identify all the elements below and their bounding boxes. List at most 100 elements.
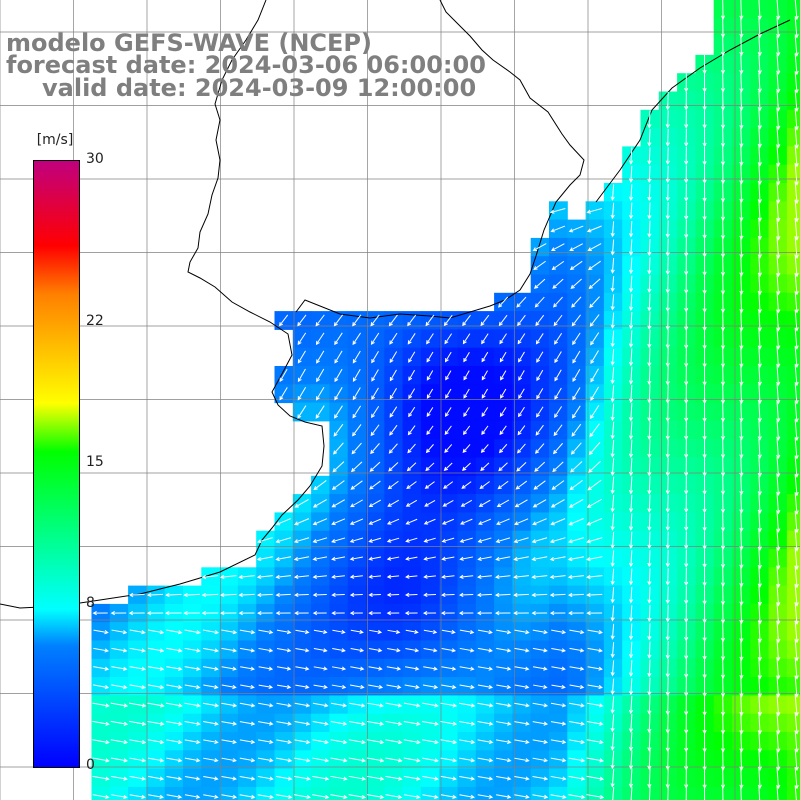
wind-arrow: [424, 537, 436, 542]
wind-arrow-head: [297, 377, 302, 383]
wind-arrow: [442, 575, 455, 578]
wind-arrow: [776, 511, 779, 532]
wind-arrow: [586, 739, 603, 744]
wind-arrow-head: [488, 794, 494, 799]
wind-arrow-head: [757, 454, 762, 459]
wind-arrow: [550, 775, 566, 780]
wind-arrow: [630, 330, 633, 347]
wind-arrow-head: [684, 124, 689, 129]
wind-arrow: [518, 406, 525, 417]
wind-arrow: [550, 593, 566, 596]
wind-arrow-head: [349, 610, 355, 616]
wind-arrow: [495, 757, 511, 762]
wind-arrow: [776, 675, 779, 697]
wind-arrow-head: [105, 794, 110, 800]
wind-arrow: [611, 494, 615, 512]
wind-arrow-head: [647, 307, 652, 312]
wind-arrow: [332, 556, 346, 560]
wind-arrow: [425, 462, 435, 471]
wind-arrow-head: [256, 592, 262, 598]
wind-arrow-head: [396, 648, 401, 653]
wind-arrow: [667, 311, 669, 330]
wind-arrow: [740, 402, 742, 422]
wind-arrow-head: [352, 377, 357, 382]
wind-arrow: [630, 421, 633, 439]
wind-arrow: [630, 312, 633, 329]
wind-arrow-head: [324, 703, 329, 708]
wind-arrow-head: [232, 630, 238, 635]
wind-arrow: [794, 217, 798, 240]
wind-arrow: [776, 126, 779, 148]
wind-arrow: [330, 702, 347, 707]
wind-arrow-head: [141, 703, 147, 708]
wind-arrow-head: [160, 703, 165, 708]
wind-arrow-head: [665, 654, 670, 660]
wind-arrow: [794, 236, 798, 259]
wind-arrow: [166, 794, 182, 798]
wind-arrow-head: [480, 466, 485, 472]
wind-arrow: [630, 660, 633, 676]
wind-arrow-head: [250, 630, 256, 635]
wind-arrow: [495, 721, 511, 725]
wind-arrow-head: [459, 592, 464, 598]
wind-arrow-head: [312, 592, 318, 598]
wind-arrow: [184, 702, 200, 707]
wind-arrow-head: [495, 539, 501, 544]
wind-arrow-head: [377, 629, 383, 634]
wind-arrow-head: [497, 485, 502, 490]
wind-arrow: [111, 794, 127, 798]
wind-arrow: [611, 768, 615, 787]
wind-arrow: [458, 702, 475, 707]
wind-arrow-head: [543, 666, 548, 671]
wind-arrow-head: [220, 610, 225, 616]
wind-arrow-head: [794, 381, 799, 387]
wind-arrow-head: [351, 450, 356, 455]
wind-cell: [475, 786, 495, 800]
wind-cell: [786, 658, 800, 678]
wind-arrow-head: [580, 703, 585, 708]
wind-arrow: [221, 647, 237, 652]
wind-arrow-head: [562, 776, 567, 781]
wind-arrow-head: [312, 539, 317, 544]
wind-arrow: [611, 568, 615, 585]
wind-arrow: [776, 35, 779, 56]
wind-arrow: [536, 388, 544, 399]
wind-arrow-head: [426, 358, 431, 363]
wind-arrow-head: [739, 198, 744, 204]
wind-arrow-head: [434, 703, 439, 708]
wind-arrow-head: [628, 306, 634, 311]
wind-arrow-head: [397, 794, 403, 800]
wind-arrow-head: [423, 520, 429, 525]
wind-arrow-head: [387, 485, 393, 490]
wind-arrow: [477, 629, 492, 634]
wind-arrow: [166, 629, 182, 634]
wind-arrow: [500, 388, 507, 399]
wind-arrow-head: [757, 472, 762, 478]
wind-arrow: [776, 199, 779, 222]
wind-arrow-head: [293, 574, 299, 579]
wind-arrow-head: [513, 574, 518, 580]
wind-arrow: [422, 757, 438, 762]
wind-arrow: [294, 721, 310, 725]
wind-arrow-head: [628, 635, 634, 641]
wind-arrow: [776, 730, 779, 752]
wind-arrow: [514, 794, 529, 798]
wind-arrow: [794, 510, 798, 533]
wind-arrow-head: [463, 412, 468, 417]
wind-arrow: [776, 163, 779, 185]
wind-arrow-head: [647, 747, 652, 752]
wind-arrow: [389, 424, 398, 436]
wind-arrow: [776, 236, 779, 258]
wind-arrow-head: [665, 381, 670, 386]
wind-arrow-head: [386, 556, 392, 561]
wind-arrow: [587, 684, 602, 689]
wind-arrow: [110, 757, 128, 762]
wind-arrow: [758, 109, 761, 129]
wind-arrow: [794, 254, 798, 277]
coastline-segment: [0, 0, 325, 609]
wind-arrow: [740, 109, 742, 129]
wind-arrow: [648, 366, 651, 385]
wind-arrow: [740, 457, 742, 476]
wind-arrow: [648, 713, 651, 733]
wind-arrow: [740, 383, 742, 404]
